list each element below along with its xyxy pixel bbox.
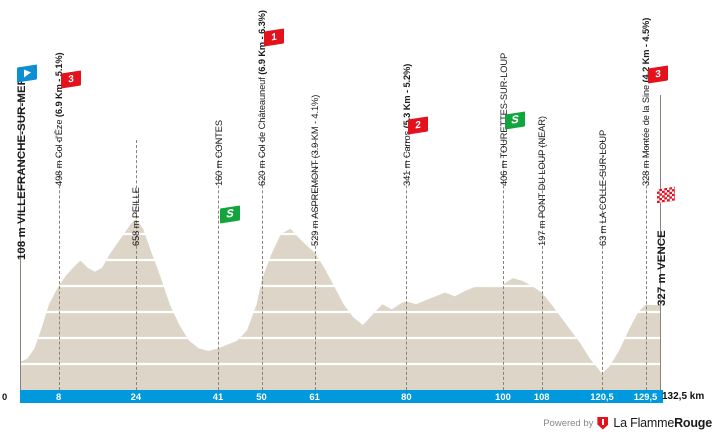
axis-tick-label: 129,5 [633, 391, 658, 402]
point-label-aspremont: 529 m ASPREMONT (3.9 KM - 4.1%) [310, 94, 321, 246]
point-label-pont-du-loup: 197 m PONT DU LOUP (NEAR) [537, 116, 548, 246]
axis-tick-label: 80 [401, 391, 412, 402]
axis-tick-label: 100 [495, 391, 511, 402]
point-name: ASPREMONT [310, 160, 321, 219]
marker-line [135, 140, 137, 390]
point-label-start: 108 m VILLEFRANCHE-SUR-MER [15, 77, 28, 260]
finish-flag-icon [657, 186, 675, 204]
brand-name: La FlammeRouge [613, 416, 712, 430]
profile-plot-area [20, 218, 660, 390]
powered-by-label: Powered by [543, 417, 594, 429]
point-altitude: 328 m [641, 158, 651, 186]
marker-line [58, 140, 60, 390]
point-name: PONT DU LOUP (NEAR) [537, 116, 548, 219]
point-altitude: 63 m [597, 223, 608, 246]
marker-line [602, 140, 603, 390]
play-triangle-icon [23, 68, 31, 78]
marker-line [660, 95, 661, 390]
point-label-finish: 327 m VENCE [655, 230, 668, 306]
point-altitude: 160 m [213, 158, 224, 186]
category-flag-label: 1 [270, 31, 277, 44]
marker-line [261, 140, 263, 390]
point-name: VILLEFRANCHE-SUR-MER [15, 77, 28, 224]
terrain-silhouette [20, 218, 660, 390]
point-name: CONTES [213, 120, 224, 159]
category-flag-icon: 3 [60, 70, 81, 89]
point-altitude: 108 m [15, 223, 28, 260]
marker-line [218, 140, 219, 390]
flamme-rouge-icon [597, 416, 609, 430]
category-flag-icon: 1 [263, 28, 284, 47]
axis-tick-label: 108 [533, 391, 550, 402]
point-name: Montée de la Sine [641, 84, 651, 159]
marker-line [406, 140, 408, 390]
point-altitude: 327 m [655, 269, 668, 306]
point-name: TOURETTES-SUR-LOUP [498, 52, 509, 159]
category-flag-label: 3 [654, 68, 661, 81]
point-altitude: 529 m [310, 218, 321, 246]
point-label-montee-de-la-sine: 328 m Montée de la Sine (4.2 Km - 4.5%) [641, 18, 651, 186]
axis-tick-label: 50 [256, 391, 267, 402]
footer-branding: Powered by La FlammeRouge [543, 416, 712, 430]
category-flag-label: 3 [67, 73, 74, 86]
marker-line [645, 140, 647, 390]
category-flag-label: 2 [415, 119, 422, 132]
sprint-flag-icon: S [220, 205, 241, 224]
point-name: LA COLLE-SUR-LOUP [597, 129, 608, 224]
point-name: Carros [401, 130, 412, 159]
axis-tick-label: 24 [130, 391, 142, 402]
point-name: PEILLE [131, 187, 142, 219]
axis-tick-label: 8 [55, 391, 62, 402]
brand-bold-text: Rouge [674, 416, 712, 430]
point-name: Col d'Èze [54, 119, 65, 159]
marker-line [541, 140, 543, 390]
axis-tick-label: 61 [309, 391, 320, 402]
start-flag-icon [17, 64, 37, 83]
marker-line [20, 95, 21, 390]
sprint-flag-label: S [226, 207, 234, 221]
distance-axis-bar [20, 390, 663, 403]
point-altitude: 197 m [537, 218, 548, 246]
brand-light-text: La Flamme [613, 416, 675, 430]
sprint-flag-label: S [511, 113, 519, 127]
point-altitude: 658 m [131, 218, 142, 246]
point-altitude: 620 m [257, 158, 267, 186]
marker-line [503, 140, 504, 390]
axis-tick-label: 120,5 [590, 391, 614, 402]
point-altitude: 406 m [498, 158, 509, 186]
point-label-la-colle-sur-loup: 63 m LA COLLE-SUR-LOUP [597, 129, 608, 246]
marker-line [314, 140, 316, 390]
point-label-contes: 160 m CONTES [213, 120, 224, 186]
point-detail: (3.9 KM - 4.1%) [310, 94, 321, 161]
point-altitude: 341 m [401, 158, 412, 186]
category-flag-icon: 3 [647, 65, 668, 84]
point-name: Col de Châteauneuf [257, 77, 267, 159]
point-label-peille: 658 m PEILLE [131, 187, 142, 246]
point-name: VENCE [655, 230, 668, 270]
sprint-flag-icon: S [505, 111, 526, 130]
axis-total-distance-label: 132,5 km [662, 391, 705, 402]
point-altitude: 498 m [54, 158, 65, 186]
axis-start-label: 0 [2, 391, 8, 402]
axis-tick-label: 41 [212, 391, 224, 402]
